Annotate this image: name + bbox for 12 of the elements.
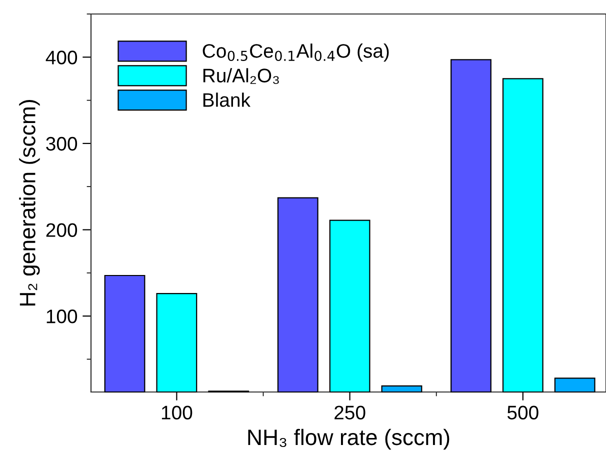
y-tick-label: 100	[46, 310, 78, 324]
legend-label: Ru/Al₂O₃	[203, 68, 279, 84]
x-tick-label: 250	[334, 406, 366, 420]
legend-label: Blank	[203, 92, 250, 107]
x-axis-title: NH₃ flow rate (sccm)	[248, 428, 450, 450]
y-axis-title: H₂ generation (sccm)	[19, 100, 40, 306]
y-tick-label: 300	[46, 136, 78, 151]
y-tick-label: 200	[46, 223, 78, 237]
legend-label: Co$_{0.5}$Ce$_{0.1}$Al$_{0.4}$O (sa)	[202, 44, 389, 62]
y-tick-label: 400	[46, 50, 78, 64]
x-tick-label: 100	[162, 406, 192, 420]
x-tick-label: 500	[507, 406, 538, 420]
